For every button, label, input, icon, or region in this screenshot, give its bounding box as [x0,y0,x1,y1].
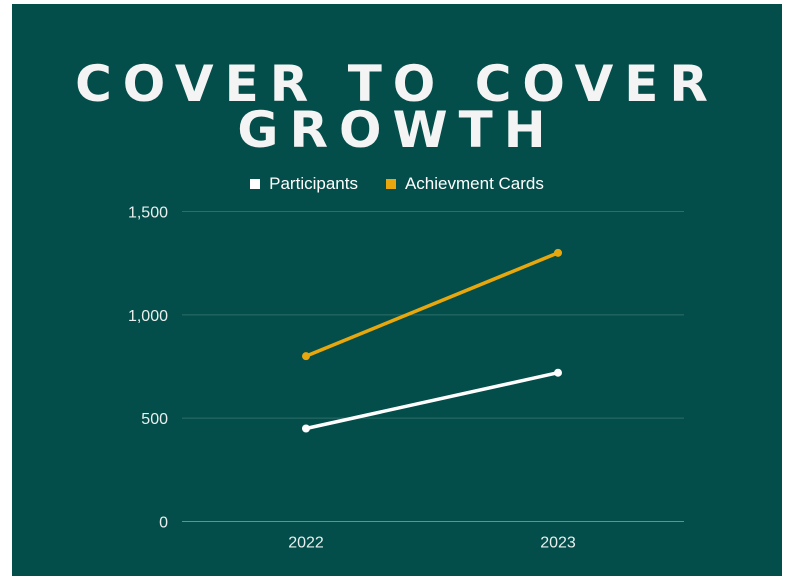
chart-canvas: COVER TO COVER GROWTH Participants Achie… [12,4,782,576]
y-tick-label: 1,500 [128,205,168,222]
legend-swatch-achievement-cards [385,179,396,189]
y-tick-label: 0 [159,515,168,532]
data-point-participants-2022 [302,424,310,433]
data-point-achievment-cards-2023 [554,248,562,257]
data-point-participants-2023 [554,368,562,377]
y-tick-label: 500 [141,411,168,428]
legend-label-achievement-cards: Achievment Cards [404,174,544,193]
chart-legend: Participants Achievment Cards [12,174,782,194]
series-line-achievment-cards [304,251,560,358]
legend-label-participants: Participants [269,174,358,193]
chart-title-line-2: GROWTH [237,101,557,159]
series-line-participants [304,370,560,431]
chart-title-line-1: COVER TO COVER [75,55,719,113]
y-tick-label: 1,000 [128,308,168,325]
plot-area: 0 500 1,000 1,500 2022 2023 [128,205,684,552]
data-point-achievment-cards-2022 [302,352,310,361]
legend-entry-participants: Participants [250,174,358,194]
x-tick-label: 2023 [540,535,576,552]
legend-swatch-participants [250,179,261,189]
legend-entry-achievement-cards: Achievment Cards [385,174,544,194]
x-tick-label: 2022 [288,535,324,552]
